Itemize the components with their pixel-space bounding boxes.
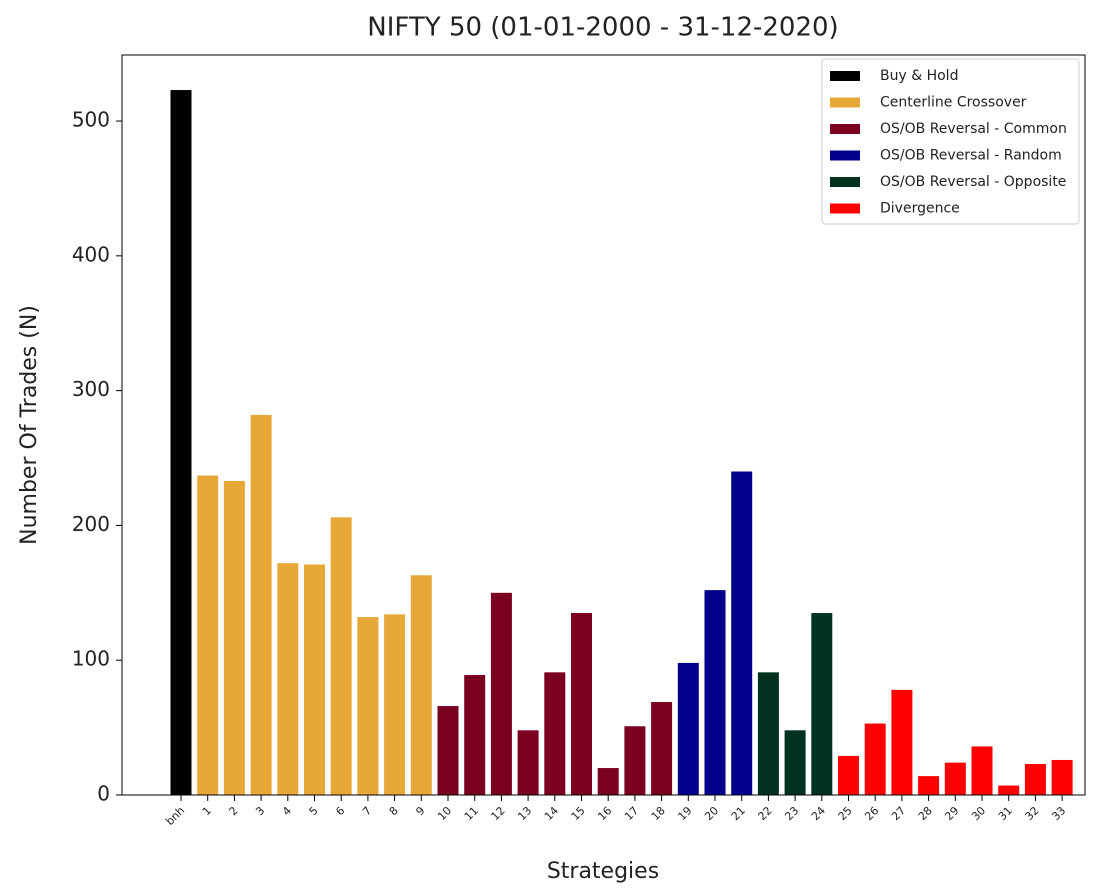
bar — [223, 480, 245, 795]
x-tick-label: 20 — [702, 804, 721, 823]
x-tick-label: 21 — [729, 804, 748, 823]
bar — [918, 776, 940, 795]
x-tick-label: 7 — [360, 804, 374, 818]
x-tick-label: 26 — [862, 804, 881, 823]
y-tick-label: 400 — [72, 242, 110, 266]
bar — [971, 746, 993, 795]
bar — [490, 592, 512, 795]
x-tick-label: 18 — [649, 804, 668, 823]
x-tick-label: 4 — [280, 804, 294, 818]
x-tick-label: bnh — [163, 804, 187, 828]
y-axis-label: Number Of Trades (N) — [17, 305, 42, 545]
bar — [544, 672, 566, 795]
bar — [731, 471, 753, 795]
y-tick-label: 300 — [72, 377, 110, 401]
legend-swatch — [830, 71, 860, 81]
bar — [304, 564, 325, 795]
x-tick-label: 6 — [333, 804, 347, 818]
bar — [998, 785, 1020, 795]
bar — [704, 590, 726, 795]
x-tick-label: 19 — [675, 804, 694, 823]
legend-label: OS/OB Reversal - Opposite — [880, 174, 1066, 190]
y-tick-label: 500 — [72, 108, 110, 132]
x-tick-label: 23 — [782, 804, 801, 823]
x-tick-label: 3 — [253, 804, 267, 818]
x-tick-label: 32 — [1023, 804, 1042, 823]
x-tick-label: 8 — [387, 804, 401, 818]
bar — [597, 768, 619, 795]
x-tick-label: 15 — [569, 804, 588, 823]
bar — [624, 726, 646, 795]
x-tick-label: 17 — [622, 804, 641, 823]
x-tick-label: 5 — [307, 804, 321, 818]
bar — [277, 563, 299, 795]
x-tick-label: 2 — [227, 804, 241, 818]
bar — [864, 723, 886, 795]
x-tick-label: 9 — [413, 804, 427, 818]
legend-label: Buy & Hold — [880, 68, 958, 84]
x-tick-label: 14 — [542, 804, 561, 823]
x-tick-label: 16 — [595, 804, 614, 823]
x-tick-label: 12 — [489, 804, 508, 823]
legend-swatch — [830, 150, 860, 161]
x-tick-label: 25 — [836, 804, 855, 823]
x-tick-label: 31 — [996, 804, 1015, 823]
bar — [891, 689, 913, 795]
legend-label: Centerline Crossover — [880, 95, 1027, 111]
bar — [944, 762, 966, 795]
chart-title: NIFTY 50 (01-01-2000 - 31-12-2020) — [367, 13, 838, 43]
bar — [197, 475, 219, 795]
x-tick-label: 10 — [435, 804, 454, 823]
x-tick-label: 13 — [515, 804, 534, 823]
bar — [838, 755, 859, 795]
bar — [757, 672, 779, 795]
bar — [384, 614, 406, 795]
bar — [571, 613, 592, 795]
y-tick-label: 200 — [72, 512, 110, 536]
bar — [1024, 763, 1046, 795]
x-tick-label: 33 — [1049, 804, 1068, 823]
bar — [784, 730, 806, 795]
legend-swatch — [830, 97, 860, 108]
legend-label: OS/OB Reversal - Random — [880, 148, 1062, 164]
bar — [651, 701, 673, 795]
bar — [410, 575, 432, 795]
x-axis-label: Strategies — [547, 859, 659, 884]
legend-swatch — [830, 203, 860, 214]
x-tick-label: 22 — [756, 804, 775, 823]
legend-label: OS/OB Reversal - Common — [880, 121, 1067, 137]
x-tick-label: 11 — [462, 804, 481, 823]
x-tick-label: 1 — [200, 804, 214, 818]
bar — [250, 414, 272, 795]
y-tick-label: 100 — [72, 647, 110, 671]
legend-swatch — [830, 177, 860, 187]
axes-frame — [121, 54, 1086, 796]
bar — [464, 675, 486, 795]
x-tick-label: 24 — [809, 804, 828, 823]
x-tick-label: 28 — [916, 804, 935, 823]
legend-box — [821, 58, 1080, 225]
bar — [677, 662, 699, 795]
bar — [170, 90, 192, 796]
bar — [437, 706, 459, 795]
legend-label: Divergence — [880, 201, 960, 217]
x-tick-label: 30 — [969, 804, 988, 823]
bar — [811, 613, 833, 795]
x-tick-label: 29 — [942, 804, 961, 823]
bar — [1051, 759, 1073, 795]
legend-swatch — [830, 124, 860, 134]
bar — [330, 517, 352, 795]
x-tick-label: 27 — [889, 804, 908, 823]
bar — [517, 730, 539, 795]
bar — [357, 617, 379, 795]
y-tick-label: 0 — [97, 782, 110, 806]
